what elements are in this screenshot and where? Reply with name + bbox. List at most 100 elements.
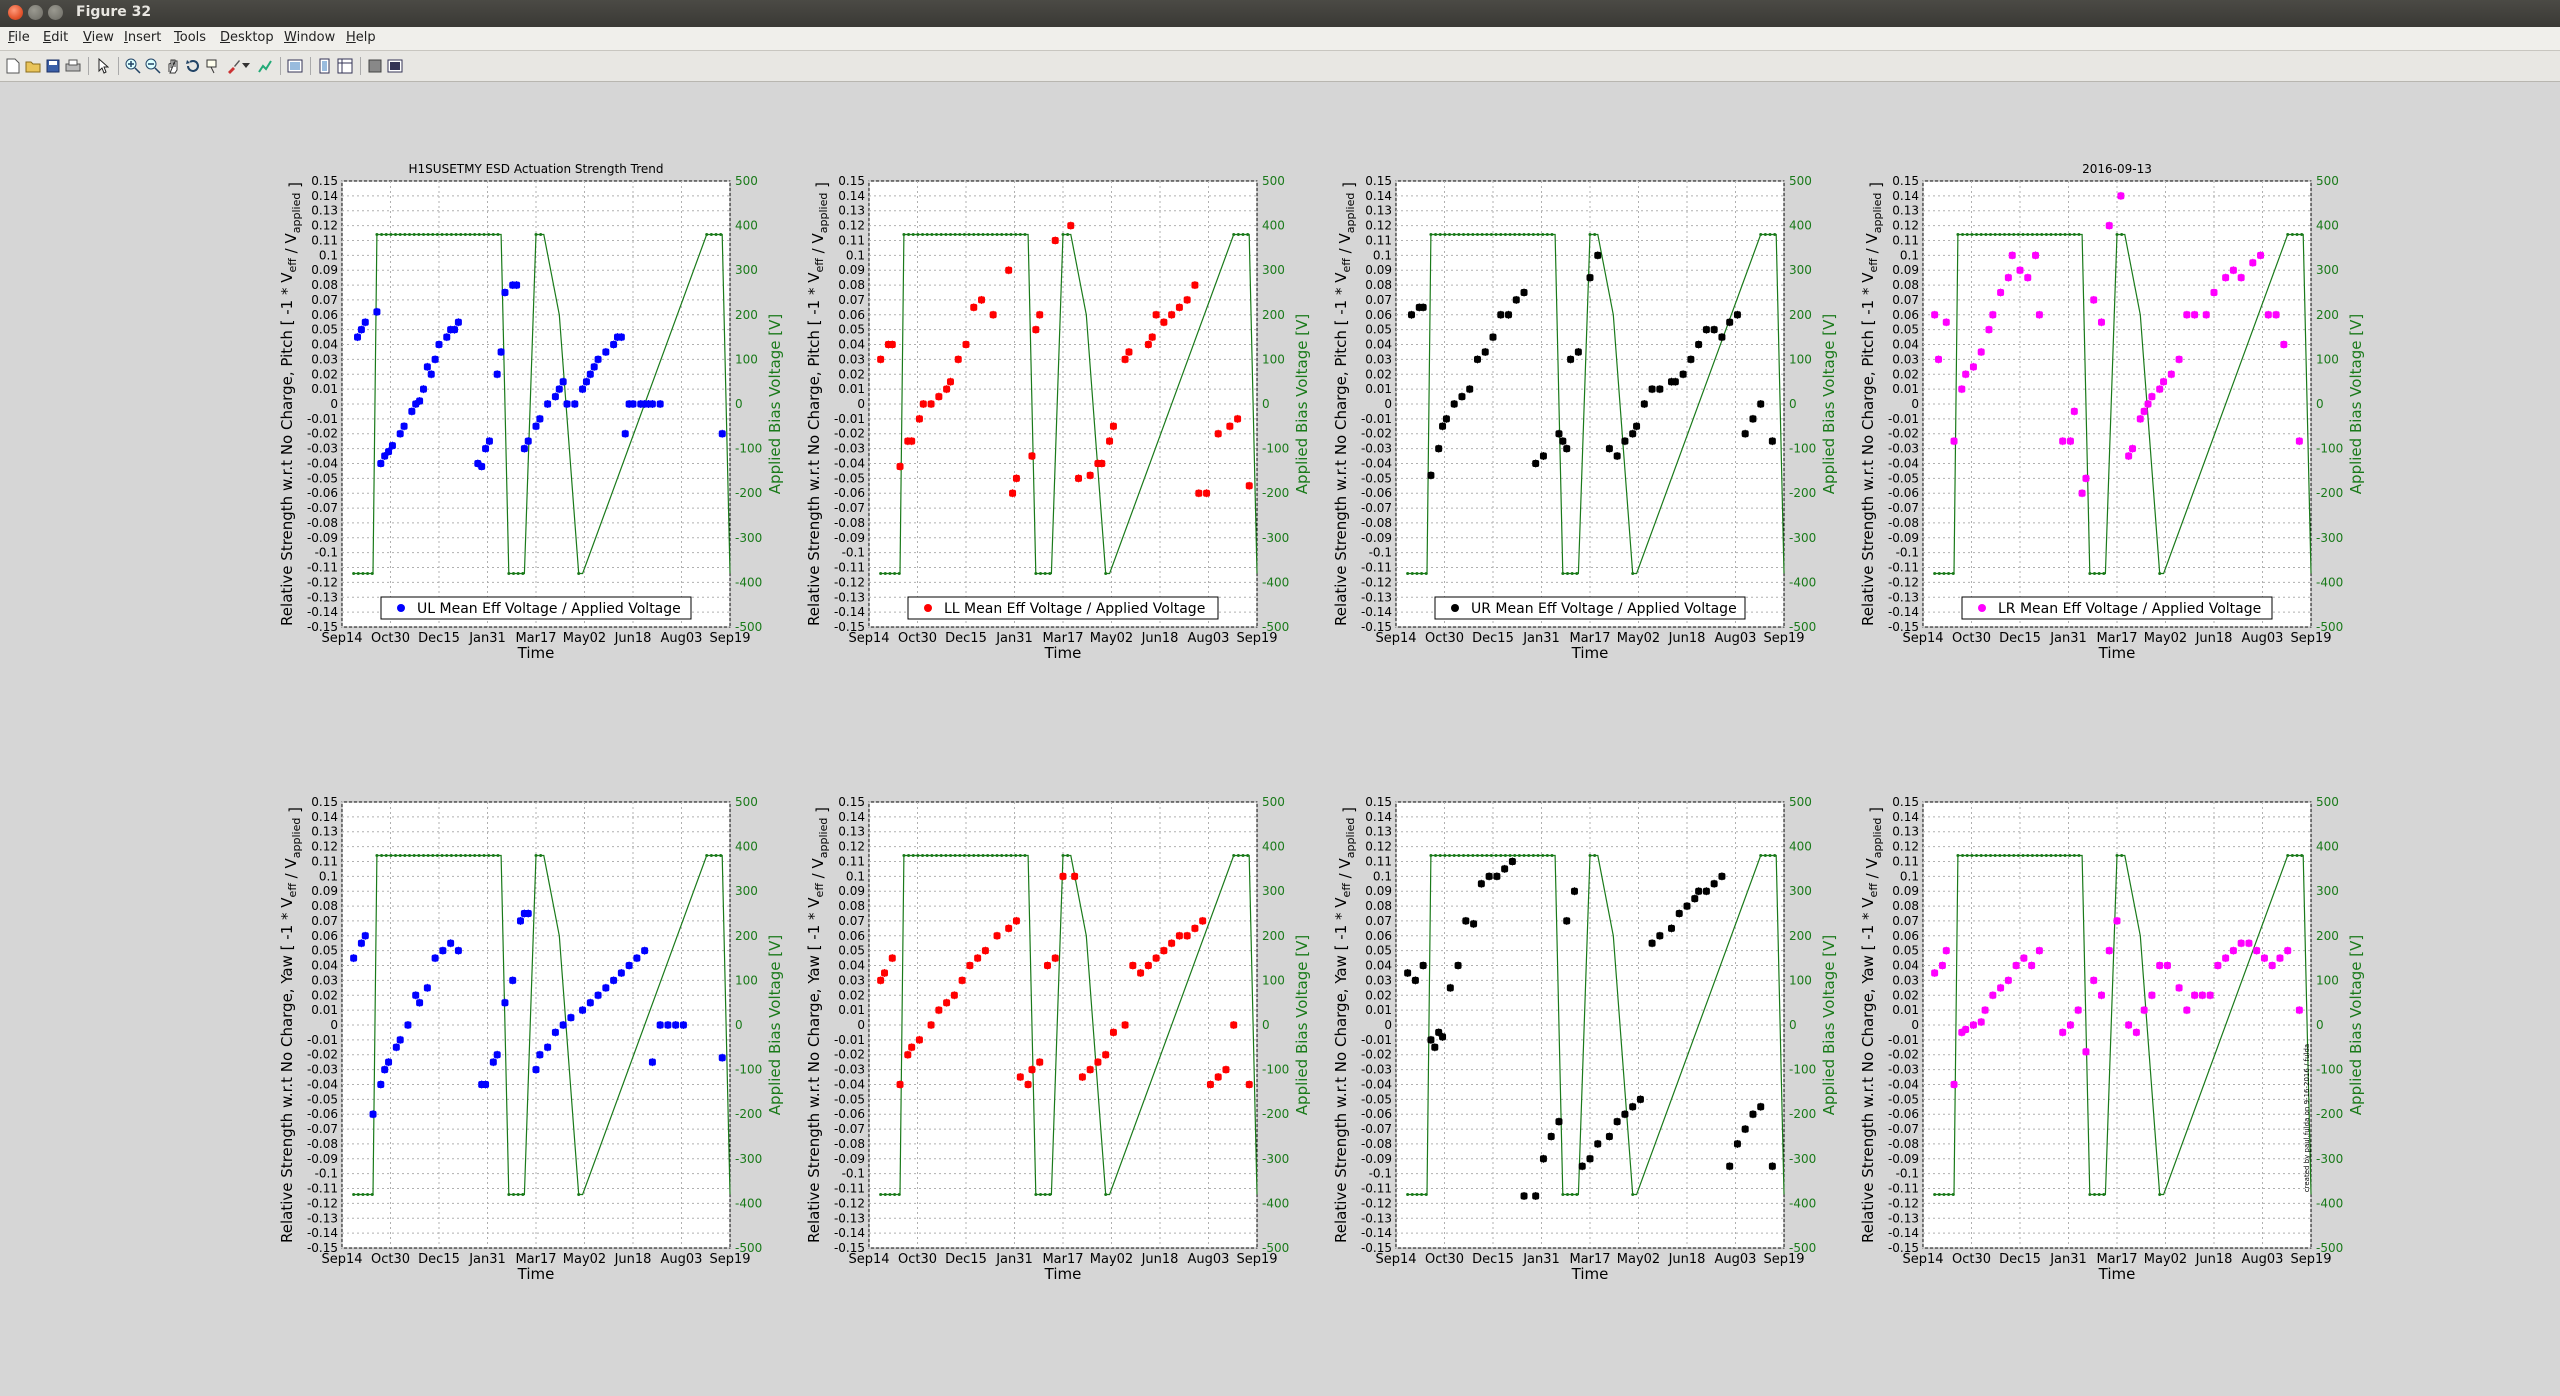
open-file-icon[interactable] (24, 57, 42, 75)
y-tick-label: 0 (1911, 397, 1919, 411)
y-tick-label: 0.07 (1365, 293, 1392, 307)
maximize-window-button[interactable] (48, 5, 63, 20)
y-tick-label: 0.05 (838, 323, 865, 337)
dock-figure-icon[interactable] (386, 57, 404, 75)
brush-icon[interactable] (224, 57, 242, 75)
data-point (1028, 1066, 1036, 1074)
bias-voltage-point (380, 854, 384, 858)
legend-icon[interactable] (366, 57, 384, 75)
y2-axis-label: Applied Bias Voltage [V] (766, 314, 784, 494)
y-tick-label: 0.09 (1365, 263, 1392, 277)
bias-voltage-point (958, 854, 962, 858)
menu-edit[interactable]: Edit (43, 30, 69, 45)
data-point (888, 954, 896, 962)
data-point (1473, 355, 1481, 363)
y-tick-label: -0.13 (1361, 1211, 1392, 1225)
bias-voltage-point (2030, 854, 2034, 858)
data-point (2280, 341, 2288, 349)
y-tick-label: 0.02 (1365, 367, 1392, 381)
print-icon[interactable] (64, 57, 82, 75)
bias-voltage-point (431, 233, 435, 237)
y-tick-label: 0.02 (311, 988, 338, 1002)
bias-voltage-point (511, 571, 515, 575)
bias-voltage-point (1989, 854, 1993, 858)
pan-icon[interactable] (164, 57, 182, 75)
link-plot-icon[interactable] (256, 57, 274, 75)
menu-file[interactable]: File (8, 30, 30, 45)
data-point (2148, 393, 2156, 401)
legend-box (907, 596, 1219, 620)
bias-voltage-point (375, 233, 379, 237)
bias-voltage-point (893, 1192, 897, 1196)
pointer-icon[interactable] (94, 57, 112, 75)
data-point (551, 1028, 559, 1036)
y2-tick-label: -500 (1789, 620, 1816, 634)
x-tick-label: Dec15 (1472, 631, 1514, 646)
y-tick-label: 0.08 (838, 899, 865, 913)
menu-tools[interactable]: Tools (174, 30, 207, 45)
x-tick-label: Jun18 (2195, 1252, 2233, 1267)
data-point (1067, 222, 1075, 230)
y2-tick-label: 300 (735, 884, 758, 898)
rotate-3d-icon[interactable] (184, 57, 202, 75)
data-point (423, 984, 431, 992)
data-point (1942, 318, 1950, 326)
dropdown-arrow-icon[interactable] (241, 57, 251, 75)
legend-box (1434, 596, 1746, 620)
data-point (1629, 1103, 1637, 1111)
menu-window[interactable]: Window (284, 30, 336, 45)
data-cursor-icon[interactable] (204, 57, 222, 75)
bias-voltage-point (2044, 854, 2048, 858)
bias-voltage-point (1241, 854, 1245, 858)
menu-insert[interactable]: Insert (124, 30, 162, 45)
x-tick-label: Aug03 (661, 631, 703, 646)
show-plot-tools-icon[interactable] (316, 57, 334, 75)
zoom-out-icon[interactable] (144, 57, 162, 75)
zoom-in-icon[interactable] (124, 57, 142, 75)
bias-voltage-point (2021, 233, 2025, 237)
y2-tick-label: 300 (1262, 263, 1285, 277)
data-point (2156, 385, 2164, 393)
bias-voltage-point (953, 854, 957, 858)
data-point (1222, 1066, 1230, 1074)
y2-tick-label: -400 (735, 1196, 762, 1210)
y2-tick-label: -200 (1262, 1107, 1289, 1121)
x-tick-label: Aug03 (1715, 631, 1757, 646)
y2-tick-label: 200 (1262, 929, 1285, 943)
new-figure-icon[interactable] (4, 57, 22, 75)
bias-voltage-point (521, 1192, 525, 1196)
colorbar-icon[interactable] (336, 57, 354, 75)
data-point (1195, 489, 1203, 497)
data-point (1605, 1133, 1613, 1140)
menu-help[interactable]: Help (346, 30, 376, 45)
data-point (357, 939, 365, 947)
y-tick-label: 0.15 (311, 174, 338, 188)
bias-voltage-point (1570, 1192, 1574, 1196)
data-point (1446, 984, 1454, 992)
bias-voltage-point (1499, 233, 1503, 237)
hide-plot-tools-icon[interactable] (286, 57, 304, 75)
window-titlebar[interactable]: Figure 32 (0, 0, 2560, 28)
bias-voltage-point (2072, 233, 2076, 237)
minimize-window-button[interactable] (28, 5, 43, 20)
data-point (2113, 917, 2121, 925)
menu-view[interactable]: View (83, 30, 114, 45)
data-point (1977, 348, 1985, 356)
save-icon[interactable] (44, 57, 62, 75)
data-point (1470, 920, 1478, 928)
bias-voltage-point (1434, 854, 1438, 858)
data-point (1214, 1073, 1222, 1081)
data-point (1586, 274, 1594, 282)
data-point (656, 400, 664, 408)
bias-voltage-point (1480, 854, 1484, 858)
bias-voltage-point (1232, 233, 1236, 237)
y2-tick-label: 100 (1262, 352, 1285, 366)
close-window-button[interactable] (8, 5, 23, 20)
y2-tick-label: 500 (735, 174, 758, 188)
bias-voltage-point (2295, 233, 2299, 237)
bias-voltage-point (394, 233, 398, 237)
y-tick-label: -0.03 (307, 1063, 338, 1077)
menu-desktop[interactable]: Desktop (220, 30, 274, 45)
y-tick-label: 0.11 (1892, 854, 1919, 868)
bias-voltage-point (1424, 1192, 1428, 1196)
